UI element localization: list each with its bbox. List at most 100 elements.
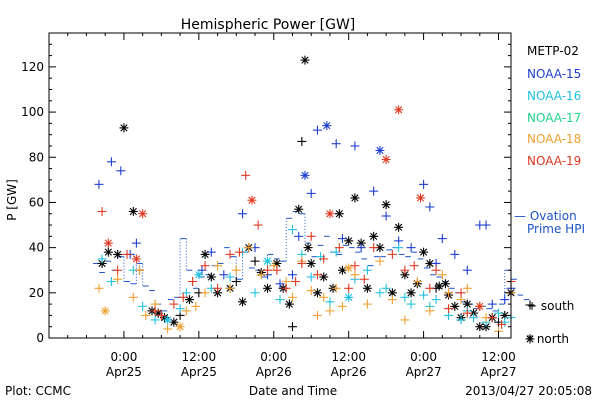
point-noaa-15: [487, 299, 497, 309]
footer-timestamp: 2013/04/27 20:05:08: [465, 384, 592, 398]
legend-ovation-line2: Prime HPI: [527, 222, 585, 236]
legend-noaa-15: NOAA-15: [527, 67, 581, 81]
point-noaa-18: [256, 270, 266, 280]
point-noaa-15: [312, 125, 322, 135]
x-tick-time-label: 12:00: [331, 350, 366, 364]
point-metp-02: [434, 281, 444, 291]
point-noaa-19: [444, 304, 454, 314]
x-tick-date-label: Apr26: [256, 365, 292, 379]
point-noaa-19: [409, 261, 419, 271]
point-noaa-19: [200, 261, 210, 271]
point-noaa-16: [394, 243, 404, 253]
point-noaa-19: [150, 306, 160, 316]
point-noaa-15: [481, 220, 491, 230]
point-noaa-16: [225, 272, 235, 282]
point-noaa-19: [241, 170, 251, 180]
point-noaa-15: [331, 139, 341, 149]
point-metp-02: [297, 136, 307, 146]
point-metp-02: [103, 247, 113, 257]
point-noaa-15: [287, 270, 297, 280]
point-noaa-18: [200, 288, 210, 298]
point-noaa-15: [306, 188, 316, 198]
point-noaa-18: [163, 324, 173, 334]
point-noaa-16: [494, 308, 504, 318]
point-noaa-16: [287, 225, 297, 235]
point-metp-02: [294, 204, 304, 214]
point-noaa-19: [425, 283, 435, 293]
point-noaa-19: [312, 270, 322, 280]
point-noaa-15: [450, 249, 460, 259]
point-noaa-16: [97, 254, 107, 264]
point-noaa-15: [106, 157, 116, 167]
point-noaa-15: [406, 243, 416, 253]
x-tick-date-label: Apr27: [480, 365, 516, 379]
point-noaa-16: [406, 299, 416, 309]
point-metp-02: [419, 247, 429, 257]
legend-metp-02: METP-02: [527, 44, 579, 58]
point-noaa-15: [500, 295, 510, 305]
point-noaa-19: [306, 231, 316, 241]
point-metp-02: [263, 283, 273, 293]
point-noaa-15: [419, 179, 429, 189]
point-noaa-15: [238, 209, 248, 219]
point-metp-02: [206, 272, 216, 282]
point-noaa-16: [419, 290, 429, 300]
point-noaa-15: [206, 247, 216, 257]
point-noaa-16: [194, 270, 204, 280]
point-noaa-16: [138, 301, 148, 311]
point-noaa-16: [275, 295, 285, 305]
legend: METP-02 NOAA-15 NOAA-16 NOAA-17 NOAA-18 …: [514, 44, 585, 346]
point-noaa-19: [253, 220, 263, 230]
legend-north-marker: [525, 334, 535, 344]
point-noaa-16: [375, 288, 385, 298]
point-noaa-16: [163, 315, 173, 325]
legend-south: + south: [527, 299, 574, 313]
point-metp-02: [440, 279, 450, 289]
point-metp-02: [344, 236, 354, 246]
point-metp-02: [406, 288, 416, 298]
point-noaa-16: [306, 272, 316, 282]
point-metp-02: [250, 256, 260, 266]
point-noaa-16: [106, 277, 116, 287]
point-noaa-18: [312, 310, 322, 320]
point-noaa-18: [113, 274, 123, 284]
point-noaa-15: [197, 265, 207, 275]
point-noaa-18: [231, 265, 241, 275]
point-noaa-19: [334, 243, 344, 253]
point-noaa-16: [400, 292, 410, 302]
point-noaa-16: [344, 292, 354, 302]
point-noaa-18: [325, 306, 335, 316]
point-metp-02: [200, 249, 210, 259]
y-tick-label: 20: [29, 286, 44, 300]
point-noaa-19: [225, 249, 235, 259]
point-noaa-18: [269, 261, 279, 271]
point-noaa-18: [306, 286, 316, 296]
point-noaa-19: [415, 193, 425, 203]
x-tick-time-label: 0:00: [260, 350, 287, 364]
point-noaa-16: [431, 295, 441, 305]
point-noaa-19: [344, 283, 354, 293]
point-metp-02: [381, 200, 391, 210]
point-metp-02: [369, 231, 379, 241]
y-tick-label: 60: [29, 195, 44, 209]
point-noaa-15: [294, 231, 304, 241]
point-noaa-18: [100, 306, 110, 316]
point-noaa-18: [287, 292, 297, 302]
point-noaa-18: [437, 270, 447, 280]
point-metp-02: [475, 322, 485, 332]
point-metp-02: [169, 317, 179, 327]
point-metp-02: [184, 295, 194, 305]
point-noaa-19: [359, 274, 369, 284]
point-noaa-16: [325, 297, 335, 307]
legend-noaa-16: NOAA-16: [527, 89, 581, 103]
point-noaa-19: [291, 277, 301, 287]
point-noaa-19: [297, 258, 307, 268]
x-tick-time-label: 0:00: [410, 350, 437, 364]
point-noaa-18: [350, 270, 360, 280]
point-metp-02: [284, 299, 294, 309]
x-tick-time-label: 12:00: [481, 350, 516, 364]
point-noaa-16: [181, 288, 191, 298]
point-noaa-18: [225, 283, 235, 293]
point-noaa-18: [244, 243, 254, 253]
